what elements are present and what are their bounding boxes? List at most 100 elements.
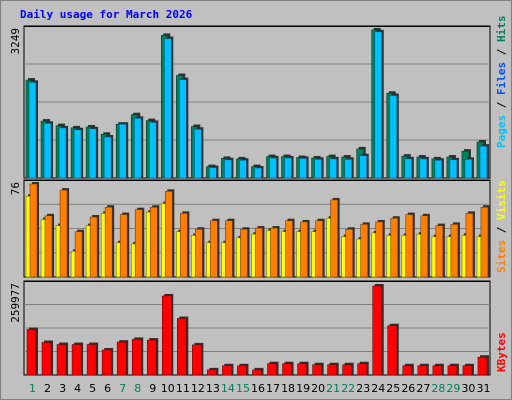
sites-bar [255,226,265,278]
kbytes-bar [282,361,294,376]
pages-bar [479,144,489,179]
kbytes-bar [86,342,99,376]
x-tick-label: 19 [296,382,310,395]
sites-bar [330,197,340,278]
pages-bar [88,126,99,179]
x-tick-label: 16 [251,382,265,395]
kbytes-bar [267,361,279,376]
pages-bar [404,156,414,179]
x-tick-label: 18 [281,382,295,395]
pages-bar [43,121,54,179]
pages-bar [314,157,324,179]
x-tick-label: 14 [221,382,235,395]
sites-bar [390,216,400,278]
sites-bar [195,227,205,278]
sites-bar [435,223,445,278]
sites-bar [345,227,355,278]
sites-bar [270,226,280,278]
x-tick-label: 24 [371,382,385,395]
x-tick-label: 2 [44,382,51,395]
pages-bar [118,122,129,179]
legend-kbytes: KBytes [495,332,508,372]
kbytes-bar [146,338,159,376]
x-tick-label: 5 [89,382,96,395]
pages-bar [28,80,38,179]
sites-bar [465,211,475,278]
pages-bar [374,29,384,179]
pages-bar [254,165,264,179]
legend-kbytes: KBytes [495,332,508,372]
pages-bar [419,156,429,179]
kbytes-bar [297,361,309,376]
x-tick-label: 8 [134,382,141,395]
sites-bar [74,229,85,278]
kbytes-bar [207,367,219,376]
panel-2-max-label: 76 [9,182,22,195]
kbytes-bar [252,367,264,376]
sites-bar [164,189,175,278]
sites-bar [285,218,295,278]
sites-bar [210,218,220,278]
x-tick-label: 30 [461,382,475,395]
legend-sites-visits: Sites / Visits [495,180,508,273]
pages-bar [58,125,69,179]
x-tick-label: 23 [356,382,370,395]
sites-bar [134,207,145,278]
pages-bar [449,157,459,179]
sites-bar [420,213,430,278]
sites-bar [240,227,250,278]
pages-bar [133,116,144,179]
pages-bar [329,156,339,179]
x-tick-label: 20 [311,382,325,395]
sites-bar [119,212,130,278]
kbytes-bar [357,361,369,376]
legend-hits: Hits [495,16,508,43]
pages-bar [103,135,114,179]
pages-bar [179,77,189,179]
x-tick-label: 3 [59,382,66,395]
sites-bar [360,222,370,278]
kbytes-bar [312,362,324,376]
pages-bar [163,36,174,179]
sites-bar [375,219,385,278]
sites-bar [480,205,490,278]
kbytes-bar [462,363,474,376]
sites-bar [405,212,415,278]
x-tick-label: 31 [476,382,490,395]
x-tick-label: 6 [104,382,111,395]
legend-separator: / [495,220,508,240]
pages-bar [73,127,84,179]
kbytes-bar [26,327,38,376]
sites-bar [89,215,100,278]
pages-bar [209,165,219,179]
kbytes-bar [222,363,234,376]
x-tick-label: 12 [191,382,205,395]
kbytes-bar [372,284,384,376]
kbytes-bar [116,340,129,376]
sites-bar [44,213,55,278]
pages-bar [224,157,234,179]
kbytes-bar [402,363,414,376]
sites-bar [149,205,160,278]
legend-files: Files [495,62,508,95]
panel-3-max-label: 259977 [9,283,22,323]
sites-bar [225,218,235,278]
x-tick-label: 15 [236,382,250,395]
kbytes-bar [131,337,144,376]
pages-bar [344,157,354,179]
x-tick-label: 1 [29,382,36,395]
x-tick-label: 11 [176,382,190,395]
sites-bar [450,222,460,278]
kbytes-bar [101,348,114,376]
pages-bar [359,153,369,179]
kbytes-bar [432,363,444,376]
pages-bar [269,155,279,179]
chart-title: Daily usage for March 2026 [20,8,193,21]
legend-separator: / [495,95,508,115]
x-tick-label: 10 [161,382,175,395]
pages-bar [464,157,474,179]
kbytes-bar [71,342,84,376]
kbytes-bar [387,323,399,376]
legend-visits: Visits [495,180,508,220]
kbytes-bar [177,316,189,376]
